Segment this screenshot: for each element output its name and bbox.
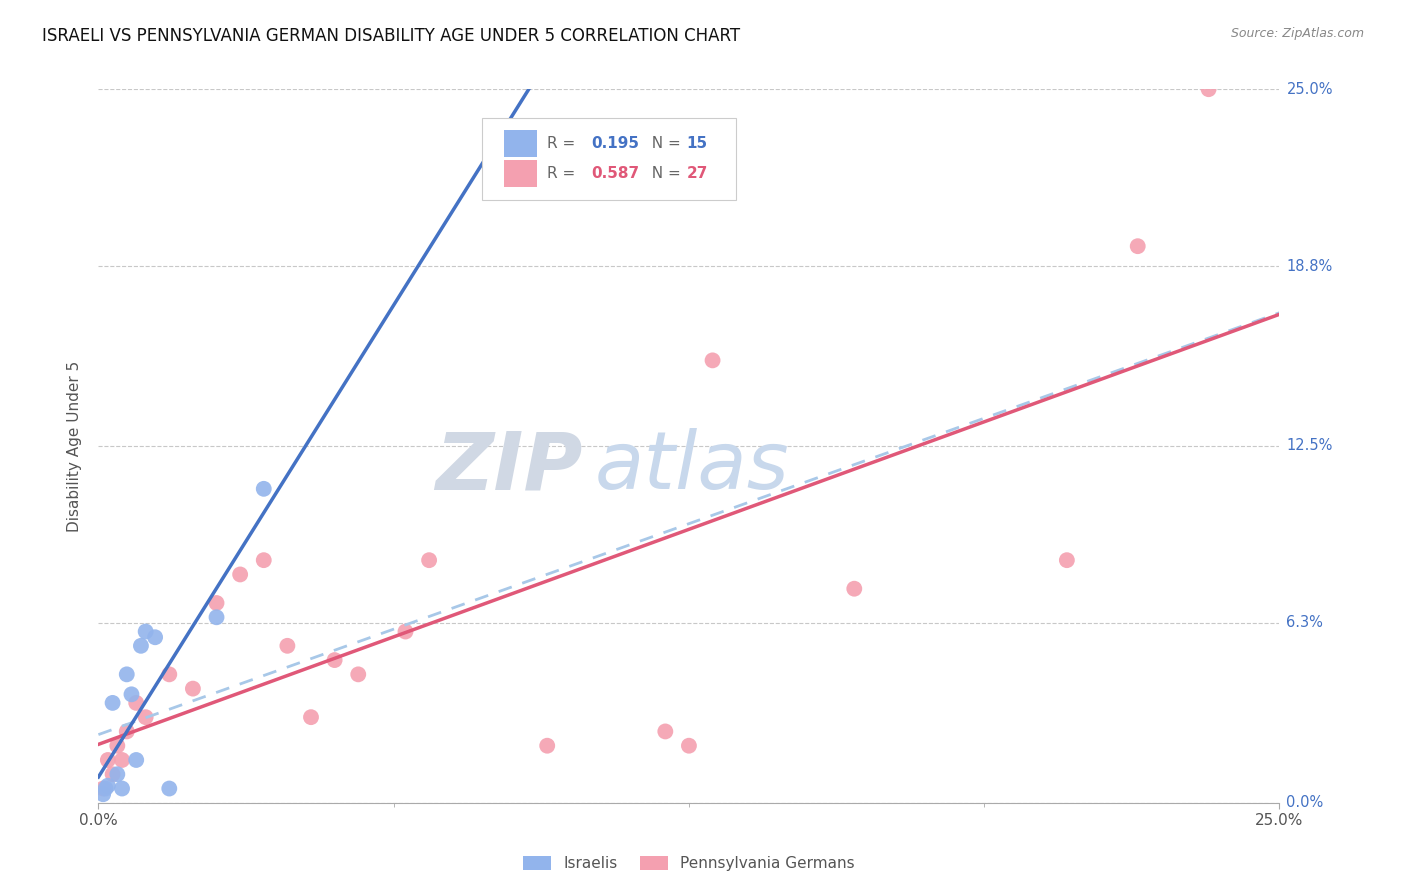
- Text: 0.587: 0.587: [591, 166, 640, 181]
- Point: [94, 781, 117, 796]
- Point: [129, 639, 152, 653]
- Point: [347, 667, 370, 681]
- Point: [97, 779, 120, 793]
- Point: [135, 710, 157, 724]
- Text: ZIP: ZIP: [436, 428, 582, 507]
- Point: [678, 739, 700, 753]
- Point: [101, 767, 124, 781]
- Text: 15: 15: [686, 136, 707, 152]
- Point: [111, 753, 134, 767]
- Text: R =: R =: [547, 166, 581, 181]
- Point: [181, 681, 204, 696]
- Point: [105, 739, 128, 753]
- Point: [536, 739, 558, 753]
- Point: [253, 482, 276, 496]
- Point: [125, 696, 148, 710]
- Text: 27: 27: [686, 166, 709, 181]
- Point: [229, 567, 252, 582]
- FancyBboxPatch shape: [482, 118, 737, 200]
- Point: [121, 687, 143, 701]
- Point: [418, 553, 440, 567]
- Point: [205, 596, 228, 610]
- Text: N =: N =: [641, 136, 685, 152]
- Text: atlas: atlas: [595, 428, 789, 507]
- Point: [97, 753, 120, 767]
- Text: R =: R =: [547, 136, 581, 152]
- Text: 25.0%: 25.0%: [1286, 82, 1333, 96]
- Point: [1056, 553, 1078, 567]
- Text: 0.0%: 0.0%: [1286, 796, 1323, 810]
- Point: [157, 667, 180, 681]
- Legend: Israelis, Pennsylvania Germans: Israelis, Pennsylvania Germans: [517, 850, 860, 877]
- Point: [299, 710, 322, 724]
- Point: [91, 781, 114, 796]
- Text: 18.8%: 18.8%: [1286, 259, 1333, 274]
- Bar: [503, 130, 537, 157]
- Point: [844, 582, 866, 596]
- Point: [276, 639, 298, 653]
- Point: [105, 767, 128, 781]
- Point: [125, 753, 148, 767]
- Point: [115, 724, 138, 739]
- Point: [205, 610, 228, 624]
- Text: 6.3%: 6.3%: [1286, 615, 1323, 631]
- Point: [111, 781, 134, 796]
- Point: [702, 353, 724, 368]
- Point: [157, 781, 180, 796]
- Text: N =: N =: [641, 166, 685, 181]
- Y-axis label: Disability Age Under 5: Disability Age Under 5: [67, 360, 83, 532]
- Point: [101, 696, 124, 710]
- Text: Source: ZipAtlas.com: Source: ZipAtlas.com: [1230, 27, 1364, 40]
- Point: [323, 653, 346, 667]
- Point: [394, 624, 416, 639]
- Point: [1198, 82, 1220, 96]
- Bar: [503, 161, 537, 187]
- Point: [654, 724, 676, 739]
- Point: [253, 553, 276, 567]
- Point: [1126, 239, 1149, 253]
- Point: [115, 667, 138, 681]
- Point: [91, 787, 114, 801]
- Text: ISRAELI VS PENNSYLVANIA GERMAN DISABILITY AGE UNDER 5 CORRELATION CHART: ISRAELI VS PENNSYLVANIA GERMAN DISABILIT…: [42, 27, 741, 45]
- Point: [135, 624, 157, 639]
- Text: 12.5%: 12.5%: [1286, 439, 1333, 453]
- Point: [143, 630, 166, 644]
- Text: 0.195: 0.195: [591, 136, 638, 152]
